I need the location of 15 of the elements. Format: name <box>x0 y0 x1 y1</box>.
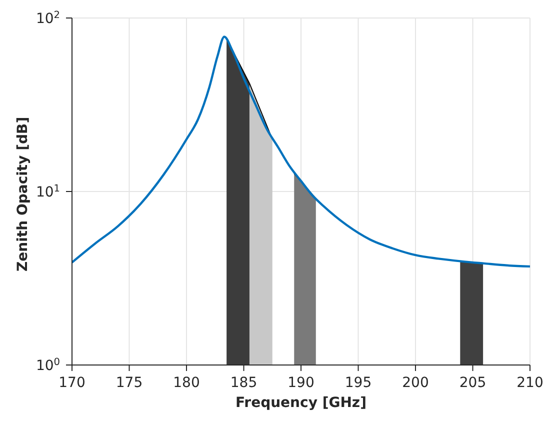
y-tick-label: 10$^{1}$ <box>36 183 60 200</box>
x-axis-title: Frequency [GHz] <box>236 395 366 411</box>
x-tick-label: 190 <box>288 375 314 391</box>
y-tick-label: 10$^{2}$ <box>36 10 60 27</box>
x-tick-label: 210 <box>516 375 544 391</box>
x-tick-label: 205 <box>459 375 486 391</box>
x-tick-label: 185 <box>230 375 258 391</box>
y-axis-title: Zenith Opacity [dB] <box>14 116 31 272</box>
x-tick-label: 200 <box>402 375 429 391</box>
x-tick-label: 175 <box>116 375 143 391</box>
y-tick-label: 10$^{0}$ <box>36 356 60 374</box>
x-tick-label: 180 <box>173 375 200 391</box>
line-series <box>72 36 530 268</box>
x-tick-label: 195 <box>344 375 372 391</box>
x-tick-label: 170 <box>58 375 86 391</box>
